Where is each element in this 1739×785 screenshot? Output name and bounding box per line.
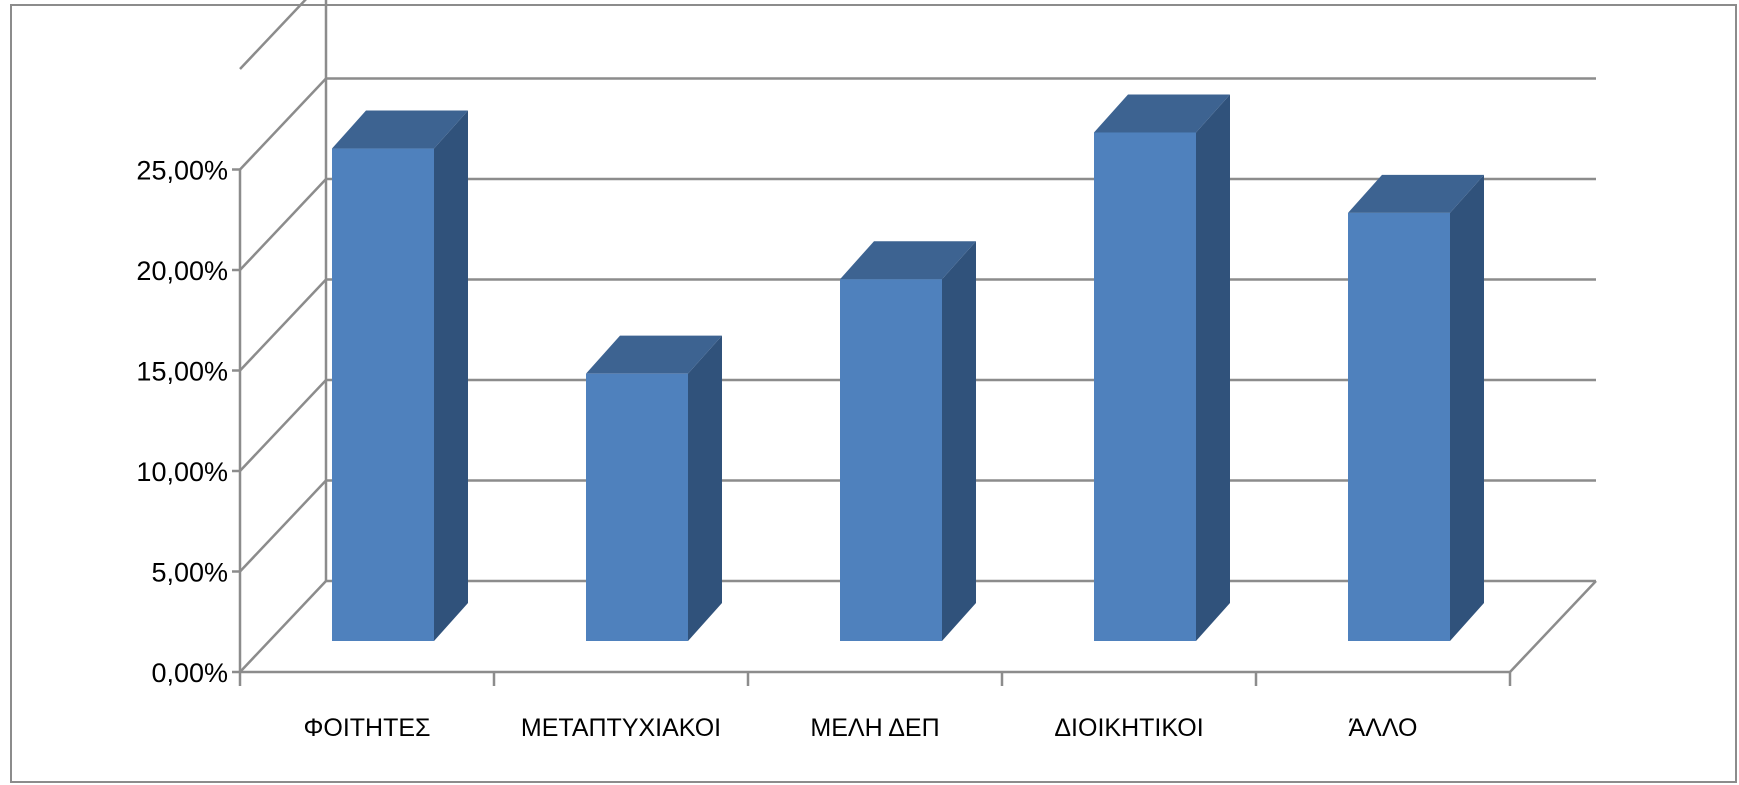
- bar-0: [332, 110, 468, 642]
- x-category-label: ΔΙΟΙΚΗΤΙΚΟΙ: [1054, 714, 1203, 742]
- bar-side: [688, 335, 722, 641]
- y-tick-label: 5,00%: [151, 558, 228, 588]
- y-tick-label: 0,00%: [151, 658, 228, 688]
- bar-top: [1348, 174, 1484, 213]
- bar-4: [1348, 174, 1484, 641]
- gridline-diagonal: [239, 0, 307, 70]
- x-category-label: ΦΟΙΤΗΤΕΣ: [303, 714, 430, 742]
- bar-2: [840, 241, 976, 641]
- y-tick-label: 25,00%: [136, 156, 228, 186]
- y-tick-label: 20,00%: [136, 256, 228, 286]
- bar-top: [840, 241, 976, 280]
- y-tick-labels: 0,00% 5,00% 10,00% 15,00% 20,00% 25,00%: [136, 156, 228, 689]
- x-category-label: ΜΕΛΗ ΔΕΠ: [810, 714, 939, 742]
- bar-front: [840, 279, 942, 641]
- y-tick-label: 15,00%: [136, 357, 228, 387]
- bar-top: [1094, 94, 1230, 133]
- gridline-diagonal: [239, 479, 327, 573]
- x-category-labels: ΦΟΙΤΗΤΕΣ ΜΕΤΑΠΤΥΧΙΑΚΟΙ ΜΕΛΗ ΔΕΠ ΔΙΟΙΚΗΤΙΚΟΙ…: [303, 714, 1417, 742]
- gridline-diagonal: [239, 278, 327, 372]
- bar-side: [942, 241, 976, 641]
- x-category-label: ΜΕΤΑΠΤΥΧΙΑΚΟΙ: [521, 714, 721, 742]
- floor-right-edge: [1509, 580, 1597, 673]
- gridline-diagonal: [239, 77, 327, 171]
- gridline-diagonal: [239, 379, 327, 472]
- gridline-diagonal: [239, 580, 327, 673]
- bars: [332, 94, 1484, 642]
- bar-front: [1348, 212, 1450, 641]
- axes: [232, 168, 1512, 686]
- bar-front: [332, 148, 434, 642]
- bar-front: [1094, 132, 1196, 641]
- bar-1: [586, 335, 722, 641]
- bar-top: [586, 335, 722, 374]
- bar-side: [1196, 94, 1230, 642]
- gridline-diagonal: [239, 178, 327, 271]
- bar-front: [586, 373, 688, 641]
- bar-3: [1094, 94, 1230, 642]
- y-tick-label: 10,00%: [136, 457, 228, 487]
- bar-side: [1450, 174, 1484, 641]
- x-category-label: ΆΛΛΟ: [1348, 714, 1417, 742]
- bar-top: [332, 110, 468, 149]
- bar-side: [434, 110, 468, 642]
